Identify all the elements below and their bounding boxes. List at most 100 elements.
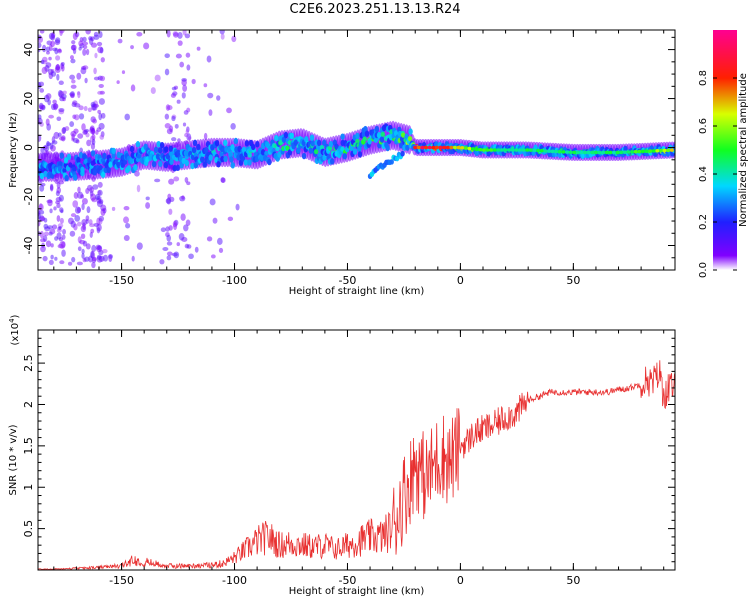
noise-cell xyxy=(160,227,167,233)
colorbar-gradient xyxy=(713,30,737,270)
ridge-cell xyxy=(254,155,260,163)
noise-cell xyxy=(72,32,78,40)
noise-cell xyxy=(42,235,48,242)
noise-cell xyxy=(203,83,208,88)
ridge-cell xyxy=(196,143,201,151)
noise-cell xyxy=(145,202,151,209)
noise-cell xyxy=(185,219,191,226)
ridge-cell xyxy=(247,159,252,166)
heatmap-cells xyxy=(38,30,675,269)
ridge-cell xyxy=(322,139,327,146)
core-cell xyxy=(619,150,624,155)
ridge-cell xyxy=(230,162,236,169)
noise-cell xyxy=(210,254,216,259)
ridge-cell xyxy=(296,147,301,154)
noise-cell xyxy=(77,186,81,193)
colorbar-tick-label: 0.8 xyxy=(698,70,709,86)
noise-cell xyxy=(90,250,94,259)
spectrogram-panel: -150 -100 -50 0 50 -40 -20 0 20 40 Height of strai… xyxy=(8,29,676,297)
noise-cell xyxy=(209,198,216,206)
noise-cell xyxy=(52,99,57,104)
noise-cell xyxy=(227,216,234,222)
noise-cell xyxy=(54,256,58,261)
noise-cell xyxy=(180,213,186,221)
ridge-cell xyxy=(59,152,64,159)
chart-title: C2E6.2023.251.13.13.R24 xyxy=(289,2,461,17)
ridge-cell xyxy=(92,169,97,176)
noise-cell xyxy=(173,32,179,38)
noise-cell xyxy=(82,36,87,43)
ridge-cell xyxy=(283,131,289,139)
noise-cell xyxy=(117,38,123,44)
core-cell xyxy=(644,149,649,154)
spec-x-axis-label: Height of straight line (km) xyxy=(289,286,425,297)
snr-y-multiplier: (x104) xyxy=(8,314,21,345)
noise-cell xyxy=(98,98,105,105)
ridge-cell xyxy=(367,138,372,145)
noise-cell xyxy=(48,56,52,61)
noise-cell xyxy=(72,137,79,143)
noise-cell xyxy=(186,181,191,186)
noise-cell xyxy=(38,203,44,211)
noise-cell xyxy=(91,244,97,253)
core-cell xyxy=(561,150,566,154)
snr-y-tick-label: 2.5 xyxy=(22,354,35,372)
noise-cell xyxy=(40,146,45,154)
noise-cell xyxy=(162,247,169,252)
noise-cell xyxy=(56,116,62,121)
noise-cell xyxy=(99,134,105,140)
ridge-cell xyxy=(376,132,382,139)
noise-cell xyxy=(46,140,50,147)
plot-area xyxy=(38,330,675,570)
noise-cell xyxy=(159,259,165,265)
noise-cell xyxy=(194,246,199,253)
ridge-cell xyxy=(407,135,413,142)
noise-cell xyxy=(171,137,177,142)
noise-cell xyxy=(38,81,42,90)
noise-cell xyxy=(184,33,191,39)
noise-cell xyxy=(50,40,55,48)
noise-cell xyxy=(39,88,45,93)
noise-cell xyxy=(145,196,150,201)
noise-cell xyxy=(74,215,81,222)
noise-cell xyxy=(166,234,171,242)
noise-cell xyxy=(100,112,106,119)
noise-cell xyxy=(56,187,62,194)
ridge-cell xyxy=(122,159,128,165)
noise-cell xyxy=(46,199,53,204)
noise-cell xyxy=(76,72,82,80)
noise-cell xyxy=(226,107,232,114)
noise-cell xyxy=(220,33,225,40)
ridge-cell xyxy=(352,148,358,155)
noise-cell xyxy=(55,55,61,61)
core-cell xyxy=(492,148,497,152)
noise-cell xyxy=(78,113,85,120)
noise-cell xyxy=(177,40,183,46)
noise-cell xyxy=(136,242,143,250)
noise-cell xyxy=(82,48,87,56)
noise-cell xyxy=(55,200,61,205)
core-cell xyxy=(496,148,501,152)
ridge-cell xyxy=(274,134,279,142)
spec-y-tick-label: 0 xyxy=(22,144,35,151)
noise-cell xyxy=(48,259,54,265)
ridge-cell xyxy=(408,128,413,135)
noise-cell xyxy=(172,91,178,96)
noise-cell xyxy=(90,101,96,108)
noise-cell xyxy=(206,55,212,63)
noise-cell xyxy=(186,64,191,71)
ridge-cell xyxy=(190,162,195,170)
noise-cell xyxy=(96,255,103,263)
core-cell xyxy=(460,145,465,150)
noise-cell xyxy=(168,178,175,185)
noise-cell xyxy=(182,30,187,36)
noise-cell xyxy=(121,70,126,75)
ridge-cell xyxy=(330,158,335,165)
ridge-cell xyxy=(229,156,234,163)
noise-cell xyxy=(74,206,81,214)
noise-cell xyxy=(97,189,103,196)
ridge-cell xyxy=(163,161,169,169)
ridge-cell xyxy=(159,142,165,149)
ridge-cell xyxy=(362,136,367,142)
noise-cell xyxy=(43,223,49,229)
